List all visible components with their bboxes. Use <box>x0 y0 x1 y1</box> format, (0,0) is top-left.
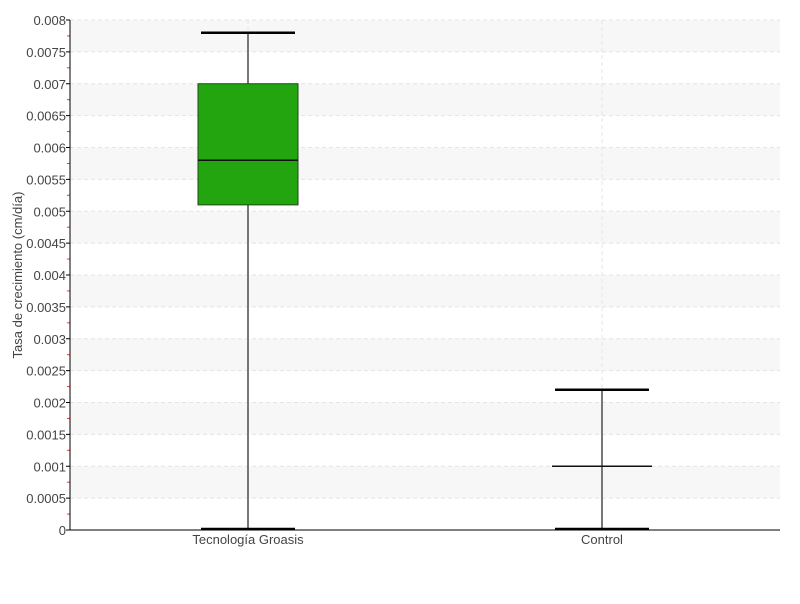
grid-band <box>70 466 780 499</box>
grid-band <box>70 402 780 435</box>
y-tick-label: 0.006 <box>33 141 66 156</box>
y-tick-label: 0.0065 <box>26 109 66 124</box>
y-tick-label: 0.0025 <box>26 364 66 379</box>
y-tick-label: 0.0045 <box>26 236 66 251</box>
box-iqr <box>197 83 299 206</box>
y-tick-label: 0.0005 <box>26 491 66 506</box>
y-tick-label: 0.007 <box>33 77 66 92</box>
x-tick-label: Tecnología Groasis <box>192 532 304 547</box>
y-tick-label: 0.002 <box>33 396 66 411</box>
grid-band <box>70 20 780 52</box>
y-tick-label: 0.0075 <box>26 45 66 60</box>
y-tick-label: 0.008 <box>33 13 66 28</box>
y-tick-label: 0.005 <box>33 204 66 219</box>
y-tick-label: 0.003 <box>33 332 66 347</box>
y-tick-label: 0 <box>59 523 66 538</box>
grid-band <box>70 338 780 371</box>
y-tick-label: 0.0055 <box>26 172 66 187</box>
grid-band <box>70 147 780 180</box>
y-axis-label: Tasa de crecimiento (cm/día) <box>10 192 25 359</box>
y-tick-label: 0.001 <box>33 459 66 474</box>
grid-band <box>70 83 780 116</box>
grid-band <box>70 275 780 307</box>
y-tick-label: 0.0035 <box>26 300 66 315</box>
grid-band <box>70 211 780 244</box>
y-tick-label: 0.004 <box>33 268 66 283</box>
y-tick-label: 0.0015 <box>26 427 66 442</box>
x-tick-label: Control <box>581 532 623 547</box>
